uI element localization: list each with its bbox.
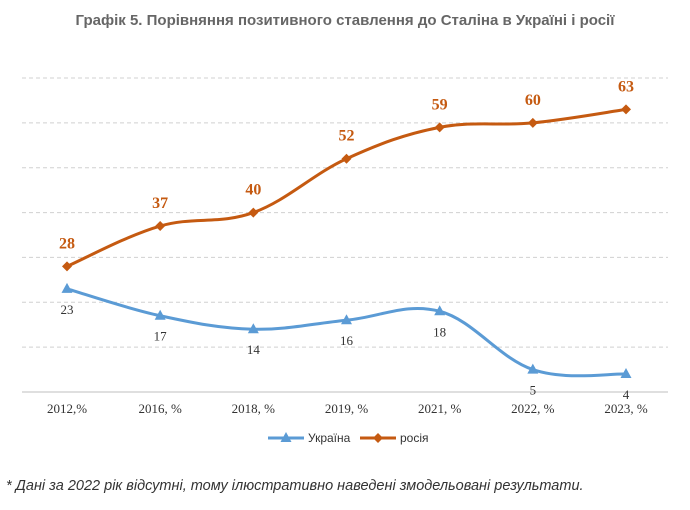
legend-label: росія xyxy=(400,431,429,445)
data-label: 4 xyxy=(623,387,630,402)
data-point xyxy=(341,153,352,164)
series-triangle: 23 17 14 16 18 5 4 xyxy=(61,282,632,402)
x-tick-label: 2012,% xyxy=(47,401,87,416)
data-point xyxy=(434,122,445,133)
gridlines xyxy=(22,77,668,348)
x-tick-label: 2019, % xyxy=(325,401,369,416)
data-label: 40 xyxy=(245,182,261,199)
data-label: 63 xyxy=(618,78,634,95)
series-layer: 23 17 14 16 18 5 4 28 37 40 52 59 60 63 xyxy=(59,78,634,402)
legend-marker xyxy=(280,432,292,442)
data-point xyxy=(61,282,73,293)
data-label: 16 xyxy=(340,333,354,348)
x-tick-label: 2023, % xyxy=(604,401,648,416)
data-label: 17 xyxy=(154,329,168,344)
data-point xyxy=(527,117,538,128)
data-point xyxy=(247,323,259,334)
data-point xyxy=(620,368,632,379)
data-label: 37 xyxy=(152,195,168,212)
x-tick-label: 2022, % xyxy=(511,401,555,416)
legend: Україна росія xyxy=(268,431,429,445)
data-point xyxy=(62,261,72,272)
data-label: 52 xyxy=(339,128,355,145)
footnote: * Дані за 2022 рік відсутні, тому ілюстр… xyxy=(6,478,584,494)
data-point xyxy=(434,305,446,316)
data-label: 23 xyxy=(61,302,74,317)
legend-item: росія xyxy=(360,431,429,445)
data-label: 60 xyxy=(525,92,541,109)
data-label: 18 xyxy=(433,324,446,339)
data-label: 5 xyxy=(530,383,537,398)
data-point xyxy=(341,314,352,325)
legend-label: Україна xyxy=(308,431,351,445)
x-tick-label: 2016, % xyxy=(138,401,182,416)
series-diamond: 28 37 40 52 59 60 63 xyxy=(59,78,634,272)
data-point xyxy=(155,221,166,232)
x-tick-labels: 2012,% 2016, % 2018, % 2019, % 2021, % 2022, … xyxy=(47,401,648,416)
data-label: 28 xyxy=(59,235,75,252)
data-point xyxy=(154,309,166,320)
line-chart: 2012,% 2016, % 2018, % 2019, % 2021, % 2022, … xyxy=(22,77,668,445)
data-point xyxy=(621,104,631,115)
chart-title: Графік 5. Порівняння позитивного ставлен… xyxy=(75,12,615,29)
legend-item: Україна xyxy=(268,431,351,445)
data-point xyxy=(527,363,539,374)
x-tick-label: 2018, % xyxy=(232,401,276,416)
x-tick-label: 2021, % xyxy=(418,401,462,416)
data-label: 14 xyxy=(247,342,261,357)
data-point xyxy=(248,207,259,218)
data-label: 59 xyxy=(432,96,448,113)
legend-marker xyxy=(373,433,383,443)
